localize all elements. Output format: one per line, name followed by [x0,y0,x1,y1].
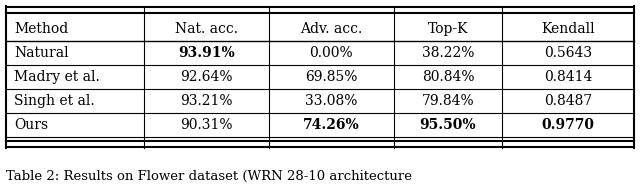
Text: 74.26%: 74.26% [303,118,360,132]
Text: 90.31%: 90.31% [180,118,233,132]
Text: Kendall: Kendall [541,22,595,36]
Text: Ours: Ours [14,118,48,132]
Text: Madry et al.: Madry et al. [14,70,100,84]
Text: Singh et al.: Singh et al. [14,94,95,108]
Text: Natural: Natural [14,46,68,60]
Text: 0.9770: 0.9770 [541,118,595,132]
Text: 79.84%: 79.84% [422,94,474,108]
Text: 92.64%: 92.64% [180,70,233,84]
Text: 95.50%: 95.50% [420,118,476,132]
Text: 38.22%: 38.22% [422,46,474,60]
Text: 0.00%: 0.00% [309,46,353,60]
Text: Nat. acc.: Nat. acc. [175,22,238,36]
Text: 33.08%: 33.08% [305,94,357,108]
Text: 93.21%: 93.21% [180,94,233,108]
Text: Method: Method [14,22,68,36]
Text: 0.8414: 0.8414 [544,70,592,84]
Text: 0.5643: 0.5643 [544,46,592,60]
Text: Table 2: Results on Flower dataset (WRN 28-10 architecture: Table 2: Results on Flower dataset (WRN … [6,170,412,183]
Text: 0.8487: 0.8487 [544,94,592,108]
Text: 80.84%: 80.84% [422,70,474,84]
Text: 93.91%: 93.91% [178,46,235,60]
Text: Adv. acc.: Adv. acc. [300,22,362,36]
Text: Top-K: Top-K [428,22,468,36]
Text: 69.85%: 69.85% [305,70,357,84]
